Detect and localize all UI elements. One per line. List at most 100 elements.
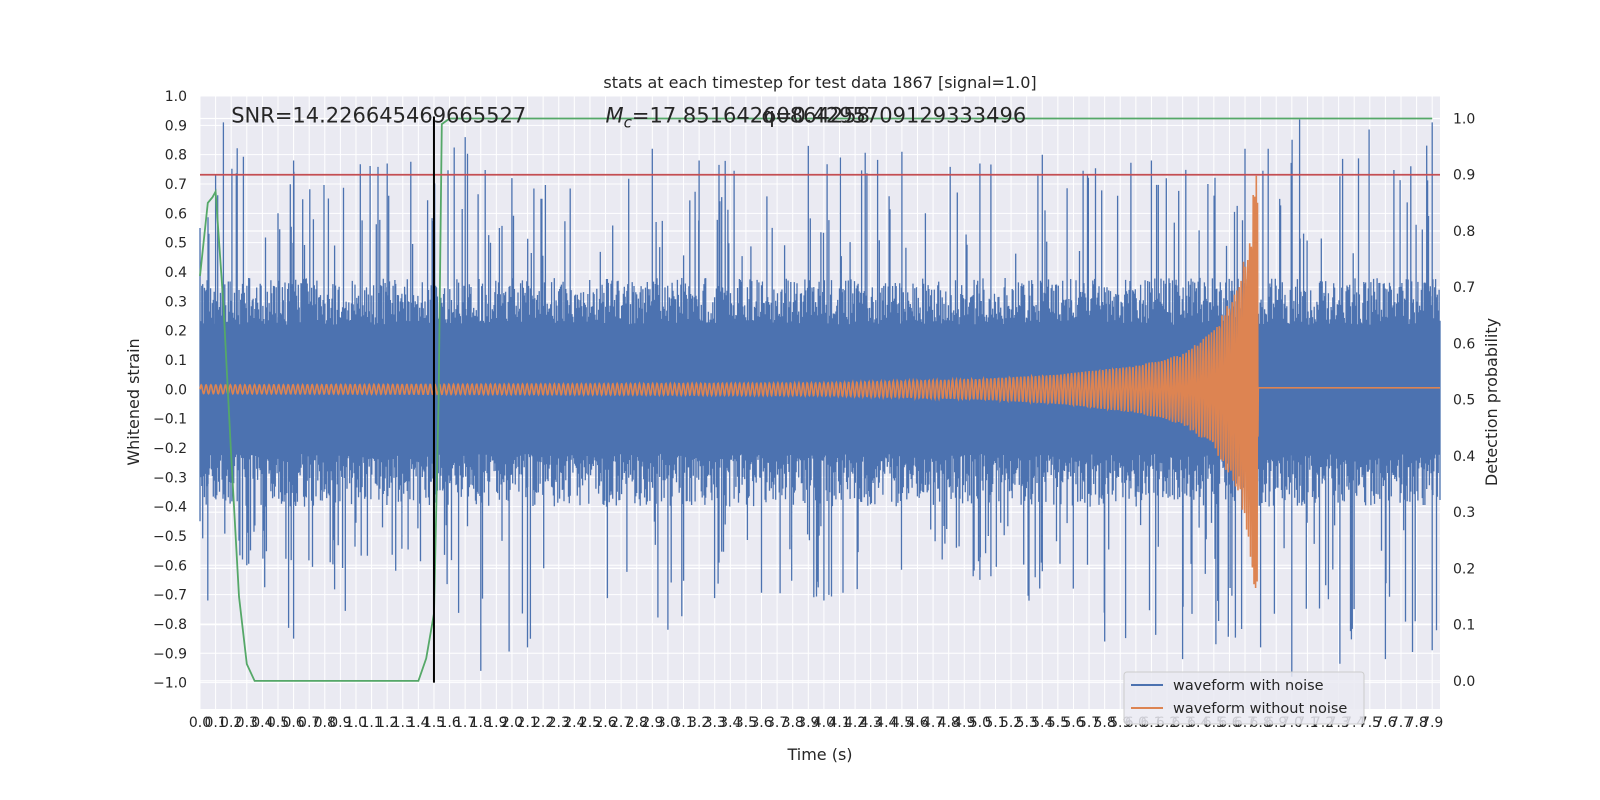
markers	[200, 116, 1440, 683]
y-tick-labels: 1.0 0.9 0.8 0.7 0.6 0.5 0.4 0.3 0.2 0.1 0.0 −0.1 −0.…	[153, 89, 187, 692]
x-tick-label: 3.0	[657, 715, 679, 731]
x-tick-label: 4.5	[891, 715, 913, 731]
series-waveform-without-noise	[199, 175, 1440, 589]
x-tick-label: 0.5	[267, 715, 289, 731]
y2-tick-label: 0.4	[1453, 449, 1475, 465]
x-tick-label: 1.9	[485, 715, 507, 731]
x-tick-label: 0.0	[189, 715, 211, 731]
x-tick-label: 0.9	[329, 715, 351, 731]
x-tick-label: 1.6	[438, 715, 460, 731]
x-tick-label: 4.1	[828, 715, 850, 731]
y-tick-label: 0.6	[165, 206, 187, 222]
y2-tick-label: 0.7	[1453, 280, 1475, 296]
x-tick-label: 1.4	[407, 715, 429, 731]
x-tick-label: 7.8	[1405, 715, 1427, 731]
y-tick-label: −0.9	[153, 646, 187, 662]
x-tick-label: 0.8	[314, 715, 336, 731]
y-tick-label: 0.1	[165, 353, 187, 369]
x-tick-label: 5.4	[1031, 715, 1053, 731]
x-tick-label: 5.0	[969, 715, 991, 731]
x-tick-label: 7.7	[1390, 715, 1412, 731]
y-tick-label: −1.0	[153, 676, 187, 692]
y2-tick-label: 0.3	[1453, 505, 1475, 521]
x-tick-label: 0.2	[220, 715, 242, 731]
x-tick-label: 5.5	[1047, 715, 1069, 731]
x-tick-label: 5.2	[1000, 715, 1022, 731]
x-tick-label: 2.8	[626, 715, 648, 731]
y-tick-label: 0.9	[165, 118, 187, 134]
x-tick-label: 3.4	[719, 715, 741, 731]
x-tick-label: 2.6	[594, 715, 616, 731]
legend-label-waveform-without-noise: waveform without noise	[1173, 701, 1347, 717]
x-tick-label: 3.3	[704, 715, 726, 731]
x-tick-label: 7.6	[1374, 715, 1396, 731]
x-tick-label: 4.4	[875, 715, 897, 731]
x-tick-label: 2.7	[610, 715, 632, 731]
x-tick-label: 3.7	[766, 715, 788, 731]
x-tick-label: 0.6	[282, 715, 304, 731]
y2-axis-title: Detection probability	[1482, 318, 1501, 486]
series-detection-probability	[199, 117, 1433, 682]
y-axis-title: Whitened strain	[124, 338, 143, 465]
annotation-text: SNR=14.226645469665527	[231, 103, 526, 127]
x-tick-label: 4.3	[860, 715, 882, 731]
x-tick-label: 1.3	[392, 715, 414, 731]
x-tick-label: 5.8	[1094, 715, 1116, 731]
y-tick-label: −0.4	[153, 500, 187, 516]
y-tick-label: −0.7	[153, 588, 187, 604]
y-tick-label: −0.6	[153, 558, 187, 574]
x-tick-label: 5.3	[1016, 715, 1038, 731]
y2-tick-label: 0.0	[1453, 674, 1475, 690]
y2-tick-label: 0.6	[1453, 336, 1475, 352]
x-tick-label: 7.9	[1421, 715, 1443, 731]
chirp-line	[199, 175, 1440, 589]
x-tick-label: 2.3	[548, 715, 570, 731]
x-tick-label: 4.6	[906, 715, 928, 731]
x-tick-label: 2.1	[516, 715, 538, 731]
x-axis-title: Time (s)	[786, 745, 852, 764]
chart-title: stats at each timestep for test data 186…	[603, 73, 1036, 92]
x-tick-label: 4.8	[938, 715, 960, 731]
x-tick-label: 5.7	[1078, 715, 1100, 731]
x-tick-label: 5.6	[1062, 715, 1084, 731]
x-tick-label: 3.9	[797, 715, 819, 731]
y-tick-label: 0.4	[165, 265, 187, 281]
y2-tick-label: 0.9	[1453, 168, 1475, 184]
x-tick-label: 4.7	[922, 715, 944, 731]
x-tick-label: 0.3	[236, 715, 258, 731]
y-tick-label: 0.2	[165, 324, 187, 340]
y2-tick-label: 0.8	[1453, 224, 1475, 240]
y-tick-label: 0.7	[165, 177, 187, 193]
x-tick-label: 2.9	[641, 715, 663, 731]
x-tick-label: 1.5	[423, 715, 445, 731]
x-tick-label: 3.2	[688, 715, 710, 731]
x-tick-label: 2.4	[563, 715, 585, 731]
x-tick-label: 4.2	[844, 715, 866, 731]
x-tick-label: 0.4	[251, 715, 273, 731]
x-tick-label: 0.1	[204, 715, 226, 731]
y-tick-label: −0.3	[153, 470, 187, 486]
y2-tick-label: 0.2	[1453, 561, 1475, 577]
y2-tick-label: 0.5	[1453, 393, 1475, 409]
x-tick-label: 3.1	[672, 715, 694, 731]
y-tick-label: −0.5	[153, 529, 187, 545]
x-tick-label: 3.8	[782, 715, 804, 731]
x-tick-label: 2.0	[501, 715, 523, 731]
x-tick-label: 1.7	[454, 715, 476, 731]
y-tick-label: 0.3	[165, 294, 187, 310]
y-tick-label: −0.2	[153, 441, 187, 457]
x-tick-label: 5.1	[984, 715, 1006, 731]
legend-frame	[1123, 671, 1365, 725]
annotation-text: q=0.4295709129333496	[762, 103, 1027, 127]
x-tick-label: 1.2	[376, 715, 398, 731]
x-tick-label: 2.2	[532, 715, 554, 731]
x-tick-label: 0.7	[298, 715, 320, 731]
legend-label-waveform-with-noise: waveform with noise	[1173, 678, 1324, 694]
x-tick-label: 1.1	[360, 715, 382, 731]
x-tick-label: 4.0	[813, 715, 835, 731]
x-tick-label: 1.8	[470, 715, 492, 731]
y-tick-label: −0.8	[153, 617, 187, 633]
probability-line	[199, 117, 1433, 682]
x-tick-label: 3.5	[735, 715, 757, 731]
